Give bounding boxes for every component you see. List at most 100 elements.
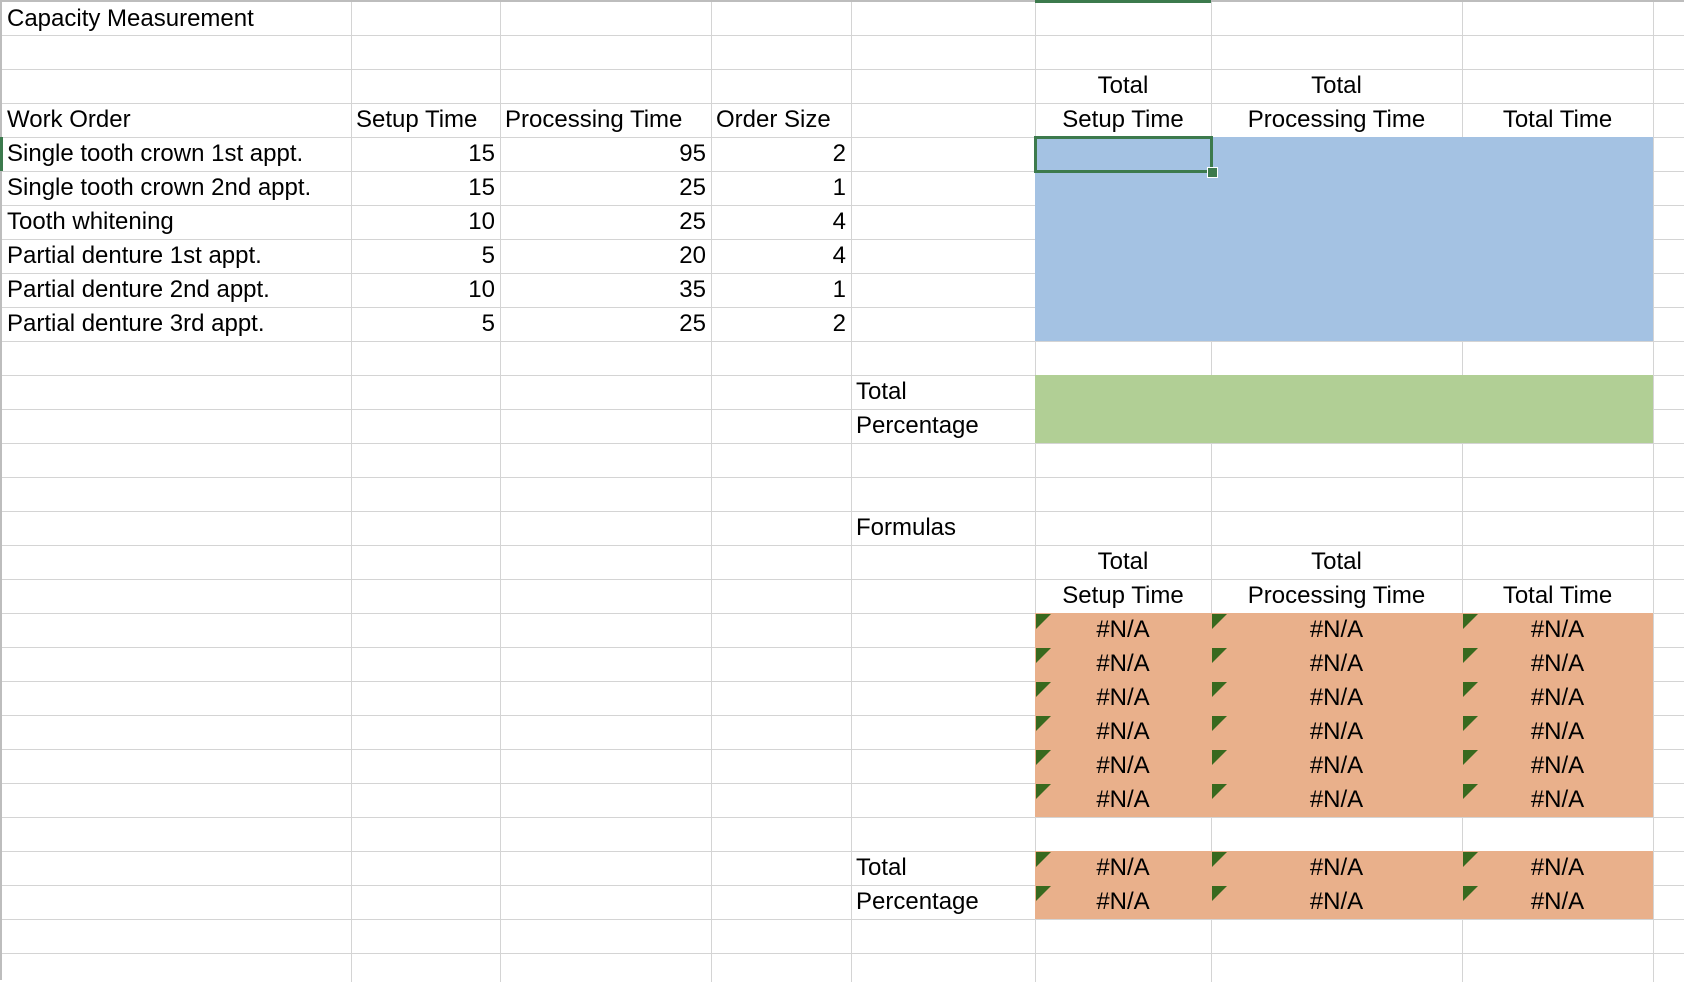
formula-cell[interactable]: #N/A [1530,786,1585,813]
error-indicator-icon[interactable] [1036,682,1051,697]
error-indicator-icon[interactable] [1212,852,1227,867]
formula-total-cell[interactable]: #N/A [1096,854,1150,881]
label-total[interactable]: Total [856,378,907,405]
setup-time-value[interactable]: 15 [468,174,495,201]
error-indicator-icon[interactable] [1036,852,1051,867]
error-indicator-icon[interactable] [1212,886,1227,901]
formula-cell[interactable]: #N/A [1096,684,1150,711]
error-indicator-icon[interactable] [1212,750,1227,765]
formula-total-cell[interactable]: #N/A [1530,854,1585,881]
header-total-processing-top[interactable]: Total [1311,72,1362,99]
formula-cell[interactable]: #N/A [1309,752,1364,779]
error-indicator-icon[interactable] [1036,716,1051,731]
label-formulas[interactable]: Formulas [856,514,957,541]
error-indicator-icon[interactable] [1036,648,1051,663]
formula-cell[interactable]: #N/A [1530,684,1585,711]
error-indicator-icon[interactable] [1463,852,1478,867]
formula-cell[interactable]: #N/A [1530,718,1585,745]
header-setup-time[interactable]: Setup Time [356,106,478,133]
order-size-value[interactable]: 2 [832,140,846,167]
error-indicator-icon[interactable] [1463,682,1478,697]
processing-time-value[interactable]: 20 [679,242,706,269]
error-indicator-icon[interactable] [1036,614,1051,629]
work-order-name[interactable]: Partial denture 3rd appt. [7,310,265,337]
order-size-value[interactable]: 1 [832,276,846,303]
work-order-name[interactable]: Partial denture 1st appt. [7,242,262,269]
formula-cell[interactable]: #N/A [1096,786,1150,813]
formula-total-cell[interactable]: #N/A [1309,854,1364,881]
gridline [500,2,501,982]
header-processing-time[interactable]: Processing Time [505,106,683,133]
order-size-value[interactable]: 4 [832,242,846,269]
setup-time-value[interactable]: 10 [468,208,495,235]
formula-cell[interactable]: #N/A [1096,752,1150,779]
processing-time-value[interactable]: 25 [679,174,706,201]
setup-time-value[interactable]: 5 [481,242,495,269]
gridline [2,171,1684,172]
formula-header-total-time[interactable]: Total Time [1502,582,1613,609]
error-indicator-icon[interactable] [1212,716,1227,731]
processing-time-value[interactable]: 35 [679,276,706,303]
error-indicator-icon[interactable] [1463,648,1478,663]
order-size-value[interactable]: 2 [832,310,846,337]
formula-cell[interactable]: #N/A [1309,684,1364,711]
formula-cell[interactable]: #N/A [1096,616,1150,643]
error-indicator-icon[interactable] [1463,750,1478,765]
header-work-order[interactable]: Work Order [7,106,131,133]
order-size-value[interactable]: 1 [832,174,846,201]
formula-label-total[interactable]: Total [856,854,907,881]
formula-label-percentage[interactable]: Percentage [856,888,979,915]
formula-cell[interactable]: #N/A [1309,786,1364,813]
formula-cell[interactable]: #N/A [1530,650,1585,677]
formula-cell[interactable]: #N/A [1096,718,1150,745]
work-order-name[interactable]: Single tooth crown 2nd appt. [7,174,312,201]
gridline [2,647,1684,648]
total-percentage-fill [1035,375,1653,443]
formula-header-processing-top[interactable]: Total [1311,548,1362,575]
error-indicator-icon[interactable] [1212,614,1227,629]
formula-cell[interactable]: #N/A [1309,650,1364,677]
header-order-size[interactable]: Order Size [716,106,831,133]
formula-percentage-cell[interactable]: #N/A [1309,888,1364,915]
formula-percentage-cell[interactable]: #N/A [1530,888,1585,915]
formula-totals-fill [1035,851,1653,919]
fill-handle[interactable] [1207,167,1218,178]
error-indicator-icon[interactable] [1463,614,1478,629]
work-order-name[interactable]: Single tooth crown 1st appt. [7,140,304,167]
formula-cell[interactable]: #N/A [1530,752,1585,779]
processing-time-value[interactable]: 95 [679,140,706,167]
order-size-value[interactable]: 4 [832,208,846,235]
error-indicator-icon[interactable] [1036,886,1051,901]
error-indicator-icon[interactable] [1463,784,1478,799]
work-order-name[interactable]: Partial denture 2nd appt. [7,276,270,303]
error-indicator-icon[interactable] [1463,716,1478,731]
processing-time-value[interactable]: 25 [679,208,706,235]
error-indicator-icon[interactable] [1036,750,1051,765]
formula-cell[interactable]: #N/A [1309,718,1364,745]
error-indicator-icon[interactable] [1036,784,1051,799]
error-indicator-icon[interactable] [1212,648,1227,663]
error-indicator-icon[interactable] [1463,886,1478,901]
sheet-title[interactable]: Capacity Measurement [7,5,254,32]
error-indicator-icon[interactable] [1212,784,1227,799]
formula-header-processing-time[interactable]: Processing Time [1247,582,1426,609]
setup-time-value[interactable]: 5 [481,310,495,337]
header-total-setup-top[interactable]: Total [1097,72,1149,99]
formula-cell[interactable]: #N/A [1096,650,1150,677]
formula-cell[interactable]: #N/A [1309,616,1364,643]
header-total-setup-time[interactable]: Setup Time [1062,106,1184,133]
header-total-time[interactable]: Total Time [1502,106,1613,133]
setup-time-value[interactable]: 15 [468,140,495,167]
formula-cell[interactable]: #N/A [1530,616,1585,643]
formula-header-setup-time[interactable]: Setup Time [1062,582,1184,609]
error-indicator-icon[interactable] [1212,682,1227,697]
formula-header-setup-top[interactable]: Total [1097,548,1149,575]
label-percentage[interactable]: Percentage [856,412,979,439]
setup-time-value[interactable]: 10 [468,276,495,303]
selected-cell[interactable] [1034,136,1213,173]
header-total-processing-time[interactable]: Processing Time [1247,106,1426,133]
work-order-name[interactable]: Tooth whitening [7,208,174,235]
processing-time-value[interactable]: 25 [679,310,706,337]
formula-percentage-cell[interactable]: #N/A [1096,888,1150,915]
